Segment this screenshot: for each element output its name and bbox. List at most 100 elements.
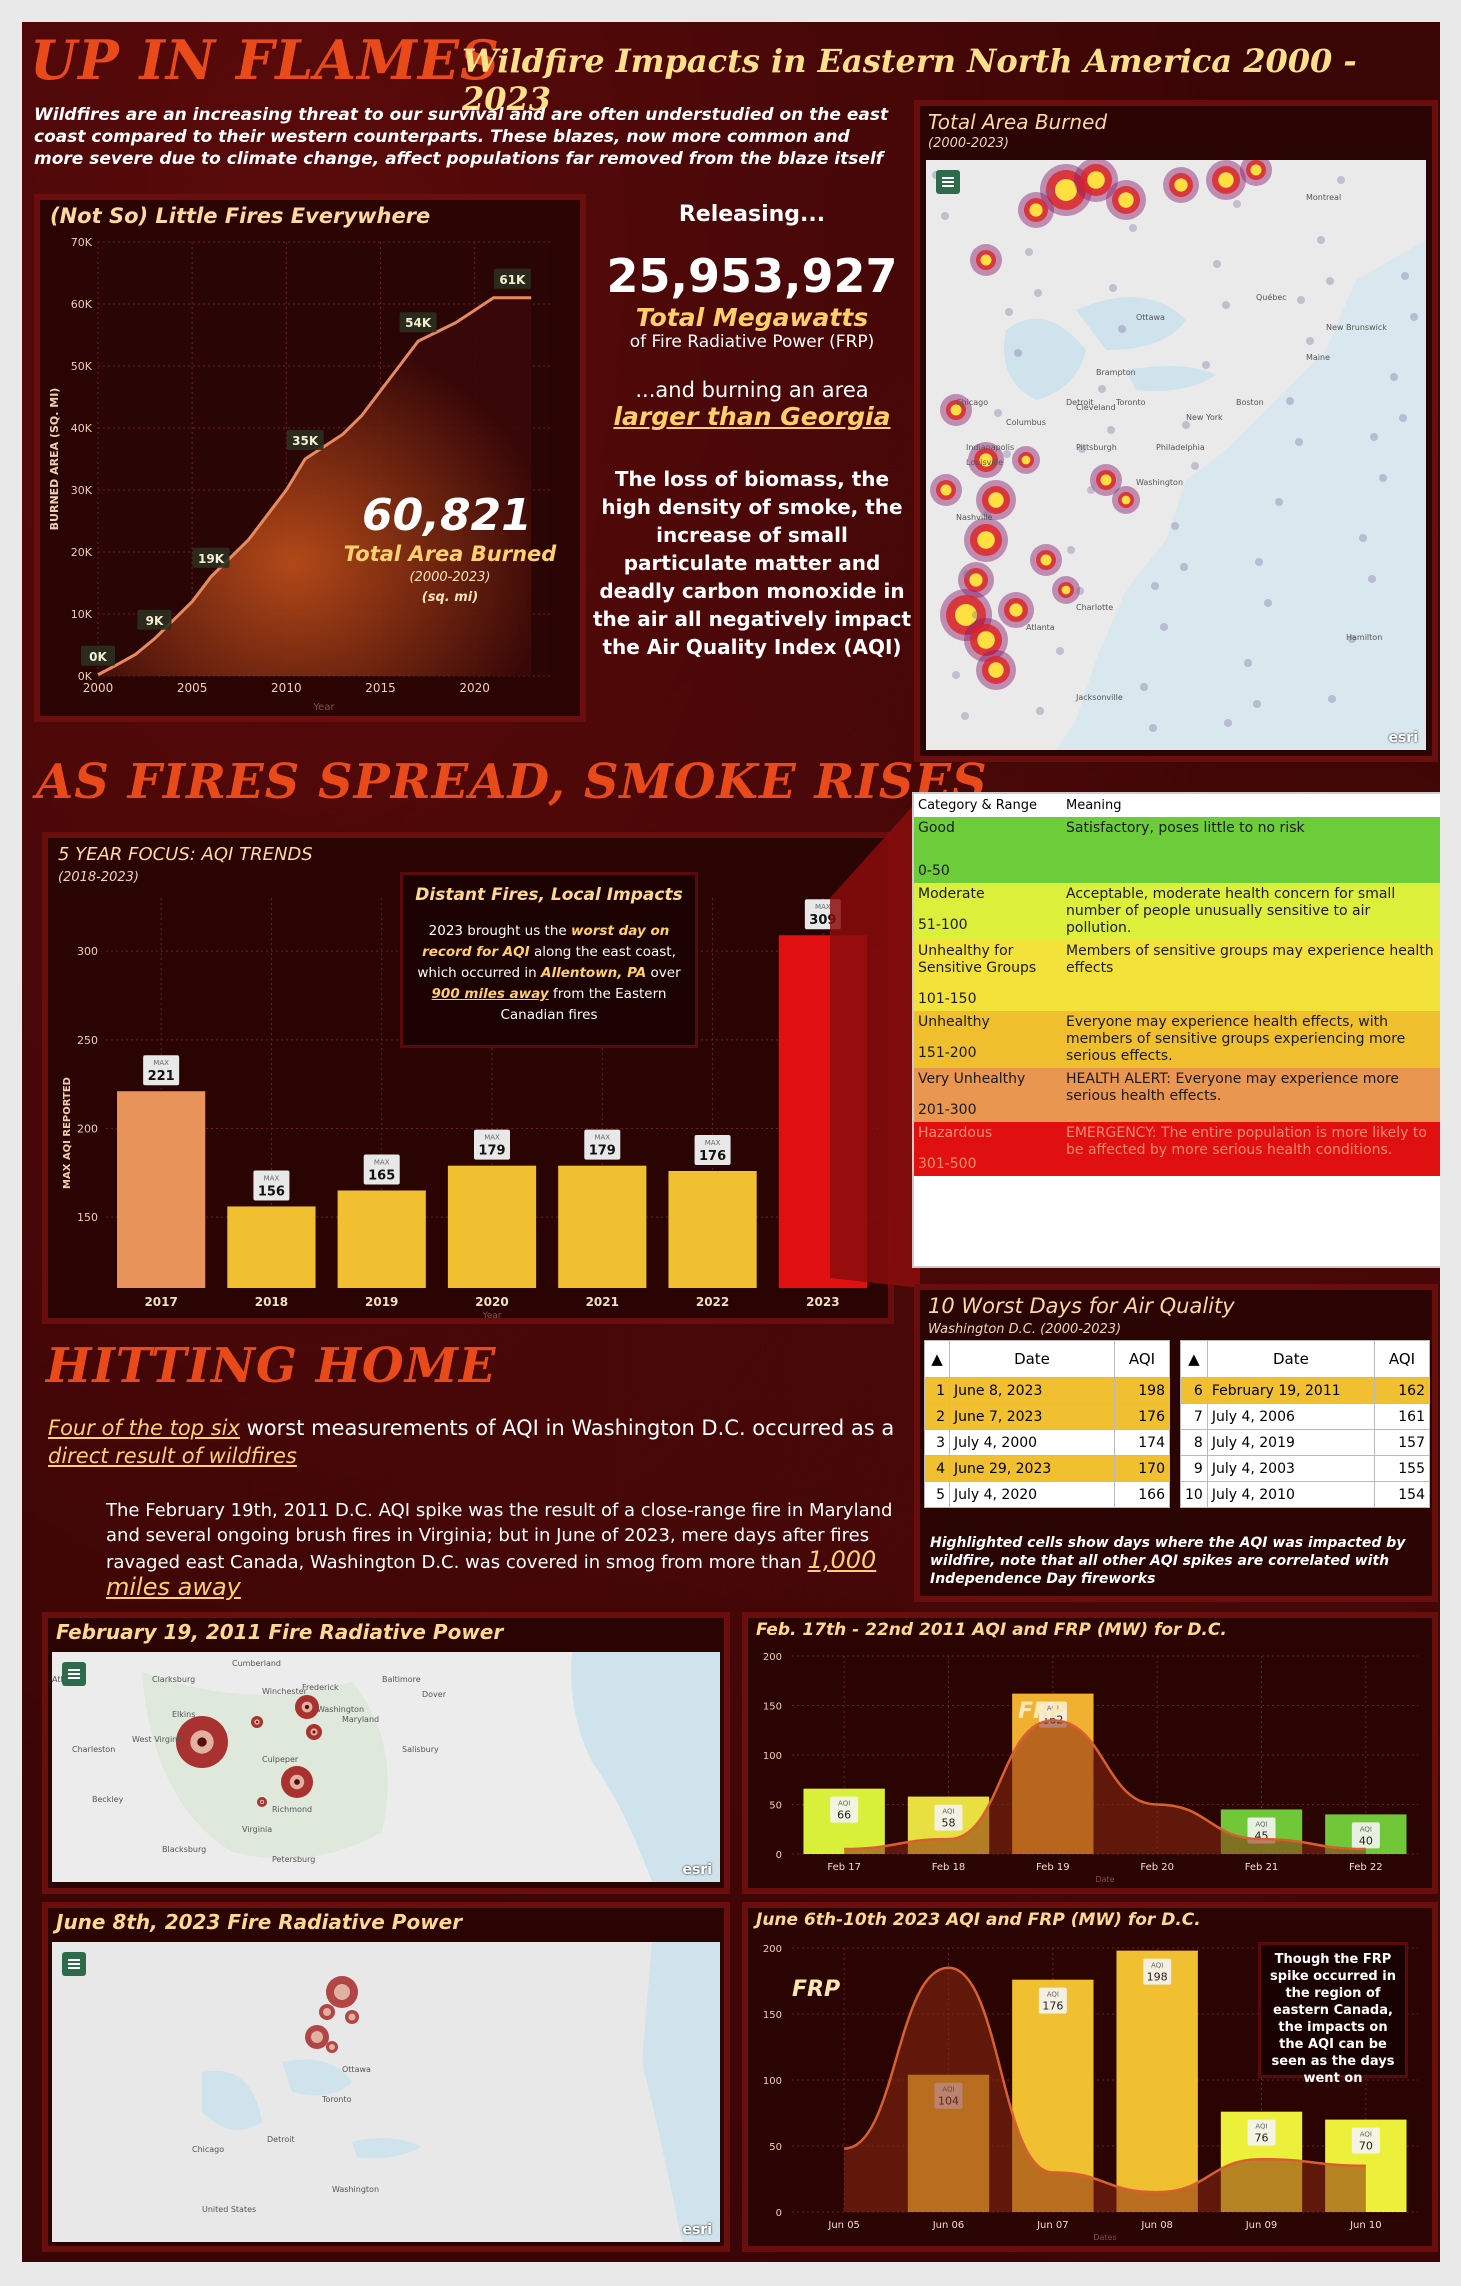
hitting-home-title: HITTING HOME (46, 1338, 497, 1394)
combo-y-tick: 200 (763, 1944, 782, 1955)
area-chart-panel: (Not So) Little Fires Everywhere 0K 10K 20… (34, 194, 586, 722)
area-annotation: 61K (499, 273, 526, 287)
map-total-title: Total Area Burned (928, 110, 1108, 134)
aqi-category-range: 51-100 (918, 917, 968, 933)
aqi-max-tag: MAX (153, 1059, 169, 1067)
area-big-label: Total Area Burned (343, 542, 557, 566)
feb-map-menu-button[interactable] (62, 1662, 86, 1686)
combo-frp-label: FRP (792, 1977, 840, 2002)
aqi-category-range: 201-300 (918, 1102, 977, 1118)
map-fire-faint (1191, 462, 1199, 470)
total-area-map[interactable]: Ottawa Québec New Brunswick Maine Brampton To… (926, 160, 1426, 750)
aqi-category-row: Very Unhealthy 201-300 HEALTH ALERT: Every… (914, 1068, 1440, 1122)
map-place-label: Cleveland (1076, 403, 1116, 412)
map-fire-faint (1379, 474, 1387, 482)
aqi-y-tick: 150 (77, 1211, 98, 1224)
aqi-category-meaning: Satisfactory, poses little to no risk (1066, 820, 1305, 836)
worst-date: July 4, 2019 (1206, 1429, 1376, 1456)
june-map-menu-button[interactable] (62, 1952, 86, 1976)
map-fire-faint (1264, 599, 1272, 607)
area-big-unit: (sq. mi) (421, 590, 479, 605)
worst-days-row[interactable]: 9 July 4, 2003 155 (1180, 1455, 1430, 1482)
worst-days-row[interactable]: 8 July 4, 2019 157 (1180, 1429, 1430, 1456)
map-fire-faint (1005, 308, 1013, 316)
infographic-page: UP IN FLAMES Wildfire Impacts in Eastern… (22, 22, 1440, 2262)
june-map-ocean (642, 1942, 720, 2242)
feb-map[interactable]: Cumberland Frederick Baltimore Clarksburg Wi… (52, 1652, 720, 1882)
combo-aqi-label-bg (1351, 2127, 1380, 2154)
esri-logo: esri (1388, 730, 1418, 746)
aqi-bar (558, 1165, 647, 1288)
map-fire-faint (1213, 260, 1221, 268)
june-map-lake (352, 2138, 422, 2159)
worst-aqi: 155 (1374, 1455, 1430, 1482)
aqi-y-tick: 300 (77, 945, 98, 958)
feb-map-place-label: Winchester (262, 1687, 308, 1696)
area-annotation-bg (286, 430, 324, 450)
aqi-category-row: Moderate 51-100 Acceptable, moderate healt… (914, 883, 1440, 940)
map-fire-faint (1140, 683, 1148, 691)
map-place-label: Detroit (1066, 398, 1094, 407)
map-fire-core (977, 631, 995, 649)
worst-right-col-date[interactable]: Date (1206, 1340, 1376, 1378)
worst-rank: 4 (924, 1455, 950, 1482)
worst-days-sub: Washington D.C. (2000-2023) (928, 1322, 1122, 1337)
combo-x-tick: Jun 09 (1245, 2220, 1278, 2231)
worst-left-col-aqi[interactable]: AQI (1114, 1340, 1170, 1378)
map-place-label: Columbus (1006, 418, 1046, 427)
map-fire-core (988, 662, 1004, 678)
worst-days-row[interactable]: 1 June 8, 2023 198 (924, 1377, 1170, 1404)
map-fire-faint (994, 409, 1002, 417)
combo-y-tick: 100 (763, 2076, 782, 2087)
burning-prefix: ...and burning an area (635, 378, 869, 402)
map-fire-faint (1244, 659, 1252, 667)
map-fire-faint (1295, 438, 1303, 446)
map-place-label: Brampton (1096, 368, 1136, 377)
map-fire-core (940, 484, 952, 496)
map-fire-faint (1034, 289, 1042, 297)
june-map-fire-core (323, 2008, 331, 2016)
map-fire-faint (1326, 277, 1334, 285)
aqi-category-name: Very Unhealthy (918, 1071, 1026, 1087)
worst-days-row[interactable]: 4 June 29, 2023 170 (924, 1455, 1170, 1482)
worst-days-row[interactable]: 2 June 7, 2023 176 (924, 1403, 1170, 1430)
map-fire-faint (1410, 313, 1418, 321)
map-fire-faint (972, 611, 980, 619)
worst-date: June 29, 2023 (949, 1455, 1115, 1482)
area-x-tick: 2020 (459, 681, 490, 695)
map-fire-faint (1401, 272, 1409, 280)
worst-aqi: 166 (1114, 1481, 1170, 1508)
aqi-max-tag: MAX (484, 1134, 500, 1142)
worst-left-col-date[interactable]: Date (949, 1340, 1115, 1378)
june-map[interactable]: Ottawa Toronto Detroit Chicago Washington Uni… (52, 1942, 720, 2242)
combo-y-tick: 200 (763, 1652, 782, 1663)
area-annotation: 35K (292, 434, 319, 448)
map-fire-faint (1118, 325, 1126, 333)
aqi-category-grid: Category & Range Meaning Good 0-50 Satisfa… (914, 794, 1440, 1176)
feb-map-panel: February 19, 2011 Fire Radiative Power C… (42, 1612, 730, 1894)
aqi-x-tick: 2017 (144, 1295, 177, 1309)
feb-map-esri-logo: esri (682, 1862, 712, 1878)
worst-days-row[interactable]: 10 July 4, 2010 154 (1180, 1481, 1430, 1508)
worst-right-sort-icon[interactable]: ▲ (1180, 1340, 1208, 1378)
combo-y-tick: 50 (769, 2142, 782, 2153)
june-map-place-label: Washington (332, 2185, 379, 2194)
aqi-y-label: MAX AQI REPORTED (62, 1077, 73, 1189)
map-fire-faint (1036, 707, 1044, 715)
worst-days-row[interactable]: 5 July 4, 2020 166 (924, 1481, 1170, 1508)
worst-days-row[interactable]: 6 February 19, 2011 162 (1180, 1377, 1430, 1404)
worst-right-col-aqi[interactable]: AQI (1374, 1340, 1430, 1378)
worst-days-left-grid: ▲ Date AQI 1 June 8, 2023 198 2 June 7, 2023 17… (924, 1340, 1170, 1508)
map-menu-button[interactable] (936, 170, 960, 194)
worst-days-title: 10 Worst Days for Air Quality (928, 1294, 1235, 1318)
worst-rank: 8 (1180, 1429, 1208, 1456)
feb-chart-panel: Feb. 17th - 22nd 2011 AQI and FRP (MW) f… (742, 1612, 1438, 1894)
aqi-bar (117, 1091, 206, 1288)
combo-aqi-label-bg (1038, 1987, 1067, 2014)
worst-days-row[interactable]: 7 July 4, 2006 161 (1180, 1403, 1430, 1430)
worst-aqi: 161 (1374, 1403, 1430, 1430)
worst-left-sort-icon[interactable]: ▲ (924, 1340, 950, 1378)
section2-title: AS FIRES SPREAD, SMOKE RISES (36, 754, 988, 810)
worst-days-row[interactable]: 3 July 4, 2000 174 (924, 1429, 1170, 1456)
map-fire-faint (1348, 635, 1356, 643)
